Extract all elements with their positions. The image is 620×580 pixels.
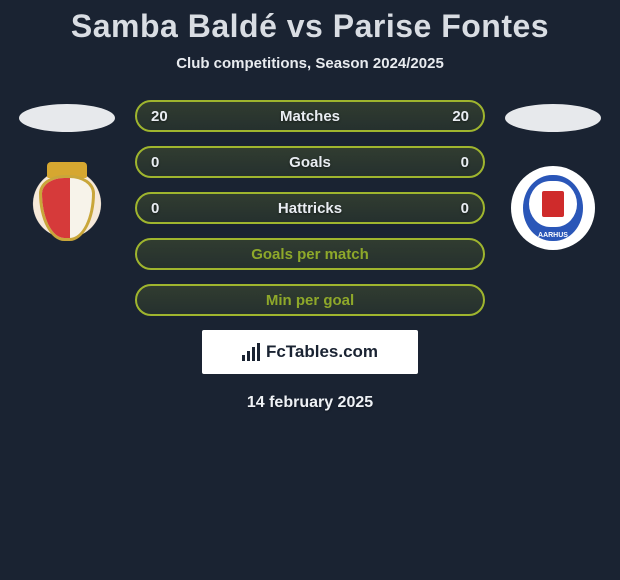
infographic-container: Samba Baldé vs Parise Fontes Club compet… — [0, 0, 620, 412]
stat-label: Min per goal — [266, 292, 354, 309]
stat-left-value: 0 — [151, 200, 159, 217]
shield-icon — [39, 175, 95, 241]
stat-left-value: 20 — [151, 108, 168, 125]
stat-label: Goals per match — [251, 246, 369, 263]
flag-icon — [542, 191, 564, 217]
stat-row-min-per-goal: Min per goal — [135, 284, 485, 316]
page-title: Samba Baldé vs Parise Fontes — [0, 8, 620, 45]
stat-label: Matches — [280, 108, 340, 125]
stat-label: Hattricks — [278, 200, 342, 217]
stat-left-value: 0 — [151, 154, 159, 171]
comparison-row: 20 Matches 20 0 Goals 0 0 Hattricks 0 Go… — [0, 100, 620, 316]
crest-inner-icon: AARHUS — [523, 175, 583, 241]
left-player-placeholder — [19, 104, 115, 132]
stat-row-hattricks: 0 Hattricks 0 — [135, 192, 485, 224]
left-club-crest — [25, 166, 109, 250]
footer-date: 14 february 2025 — [0, 394, 620, 412]
right-club-crest: AARHUS — [511, 166, 595, 250]
stat-right-value: 0 — [461, 154, 469, 171]
stat-row-goals-per-match: Goals per match — [135, 238, 485, 270]
brand-text: FcTables.com — [266, 342, 378, 362]
bar-chart-icon — [242, 343, 260, 361]
left-player-col — [17, 100, 117, 250]
right-player-placeholder — [505, 104, 601, 132]
crest-text: AARHUS — [538, 232, 568, 239]
stat-row-matches: 20 Matches 20 — [135, 100, 485, 132]
right-player-col: AARHUS — [503, 100, 603, 250]
stats-column: 20 Matches 20 0 Goals 0 0 Hattricks 0 Go… — [135, 100, 485, 316]
page-subtitle: Club competitions, Season 2024/2025 — [0, 55, 620, 72]
brand-badge: FcTables.com — [202, 330, 418, 374]
stat-right-value: 20 — [452, 108, 469, 125]
stat-right-value: 0 — [461, 200, 469, 217]
stat-row-goals: 0 Goals 0 — [135, 146, 485, 178]
stat-label: Goals — [289, 154, 331, 171]
